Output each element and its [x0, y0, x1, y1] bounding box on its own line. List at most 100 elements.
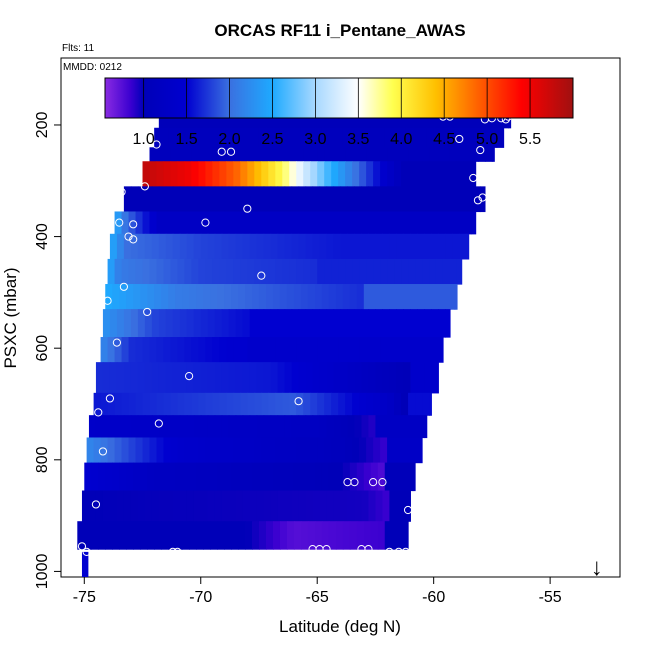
heatmap-cell — [314, 127, 323, 148]
x-tick-label: -55 — [539, 589, 562, 606]
heatmap-cell — [207, 309, 216, 338]
heatmap-cell — [452, 111, 460, 129]
heatmap-cell — [275, 437, 283, 464]
heatmap-cell — [342, 521, 351, 550]
heatmap-cell — [429, 258, 437, 285]
heatmap-cell — [326, 111, 335, 129]
sample-point — [350, 478, 359, 487]
heatmap-cell — [270, 362, 279, 394]
heatmap-cell — [340, 490, 349, 522]
y-tick-label: 1000 — [34, 554, 51, 590]
heatmap-cell — [345, 337, 353, 363]
heatmap-cell — [366, 161, 374, 187]
heatmap-cell — [289, 258, 297, 285]
heatmap-cell — [342, 127, 351, 148]
heatmap-cell — [412, 127, 421, 148]
heatmap-cell — [186, 362, 195, 394]
heatmap-cell — [314, 521, 323, 550]
heatmap-cell — [228, 415, 237, 439]
heatmap-cell — [368, 309, 377, 338]
heatmap-cell — [238, 284, 246, 310]
heatmap-cell — [408, 258, 416, 285]
heatmap-cell — [403, 362, 411, 394]
heatmap-cell — [422, 392, 430, 416]
heatmap-cell — [144, 415, 153, 439]
heatmap-cell — [217, 462, 225, 492]
heatmap-cell — [312, 233, 321, 260]
heatmap-cell — [340, 309, 349, 338]
heatmap-cell — [291, 309, 300, 338]
sample-point — [117, 187, 126, 197]
heatmap-cell — [93, 437, 102, 464]
heatmap-cell — [147, 521, 155, 550]
heatmap-cell — [408, 147, 416, 162]
heatmap-cell — [214, 490, 223, 522]
heatmap-cell — [228, 309, 237, 338]
date-note: MMDD: 0212 — [63, 62, 122, 73]
colorbar: 1.0 1.5 2.0 2.5 3.0 3.5 4.0 4.5 5.0 5.5 — [104, 77, 574, 148]
heatmap-cell — [144, 309, 153, 338]
heatmap-cell — [186, 233, 195, 260]
heatmap-cell — [368, 186, 377, 213]
heatmap-cell — [200, 362, 209, 394]
heatmap-cell — [112, 521, 120, 550]
heatmap-cell — [396, 490, 404, 522]
colorbar-bar — [105, 78, 573, 118]
heatmap-cell — [442, 211, 451, 235]
heatmap-cell — [165, 186, 174, 213]
heatmap-cell — [342, 284, 351, 310]
heatmap-cell — [249, 111, 258, 129]
heatmap-cell — [214, 111, 223, 129]
heatmap-cell — [193, 111, 202, 129]
heatmap-cell — [359, 337, 367, 363]
heatmap-cell — [88, 415, 97, 439]
colorbar-tick-label: 3.0 — [304, 131, 326, 148]
heatmap-cell — [256, 233, 265, 260]
heatmap-cell — [258, 521, 267, 550]
heatmap-cell — [389, 111, 397, 129]
heatmap-cell — [102, 490, 111, 522]
heatmap-cell — [370, 521, 379, 550]
heatmap-cell — [431, 309, 439, 338]
heatmap-cell — [282, 337, 290, 363]
heatmap-cell — [217, 521, 225, 550]
heatmap-cell — [331, 147, 339, 162]
heatmap-cell — [491, 147, 495, 162]
heatmap-cell — [226, 337, 234, 363]
heatmap-cell — [196, 462, 204, 492]
heatmap-cell — [123, 233, 132, 260]
heatmap-cell — [210, 521, 218, 550]
heatmap-cell — [258, 127, 267, 148]
heatmap-cell — [298, 186, 307, 213]
heatmap-cell — [370, 462, 379, 492]
heatmap-cell — [240, 147, 248, 162]
heatmap-cell — [373, 392, 381, 416]
heatmap-cell — [398, 284, 407, 310]
heatmap-cell — [363, 127, 372, 148]
heatmap-cell — [445, 186, 453, 213]
heatmap-cell — [203, 127, 211, 148]
heatmap-cell — [326, 490, 335, 522]
heatmap-cell — [331, 258, 339, 285]
heatmap-cell — [158, 490, 167, 522]
heatmap-cell — [366, 211, 374, 235]
heatmap-cell — [219, 337, 227, 363]
heatmap-cell — [312, 415, 321, 439]
heatmap-cell — [142, 211, 151, 235]
heatmap-cell — [226, 211, 234, 235]
heatmap-cell — [212, 337, 220, 363]
heatmap-cell — [394, 258, 402, 285]
heatmap-cell — [424, 415, 428, 439]
heatmap-cell — [319, 233, 328, 260]
heatmap-cell — [408, 392, 416, 416]
heatmap-cell — [338, 337, 346, 363]
heatmap-cell — [468, 127, 477, 148]
heatmap-cell — [377, 462, 386, 492]
heatmap-cell — [121, 337, 130, 363]
heatmap-cell — [324, 437, 332, 464]
heatmap-cell — [219, 211, 227, 235]
heatmap-cell — [130, 362, 139, 394]
heatmap-cell — [263, 309, 272, 338]
heatmap-cell — [303, 147, 311, 162]
heatmap-cell — [109, 309, 118, 338]
